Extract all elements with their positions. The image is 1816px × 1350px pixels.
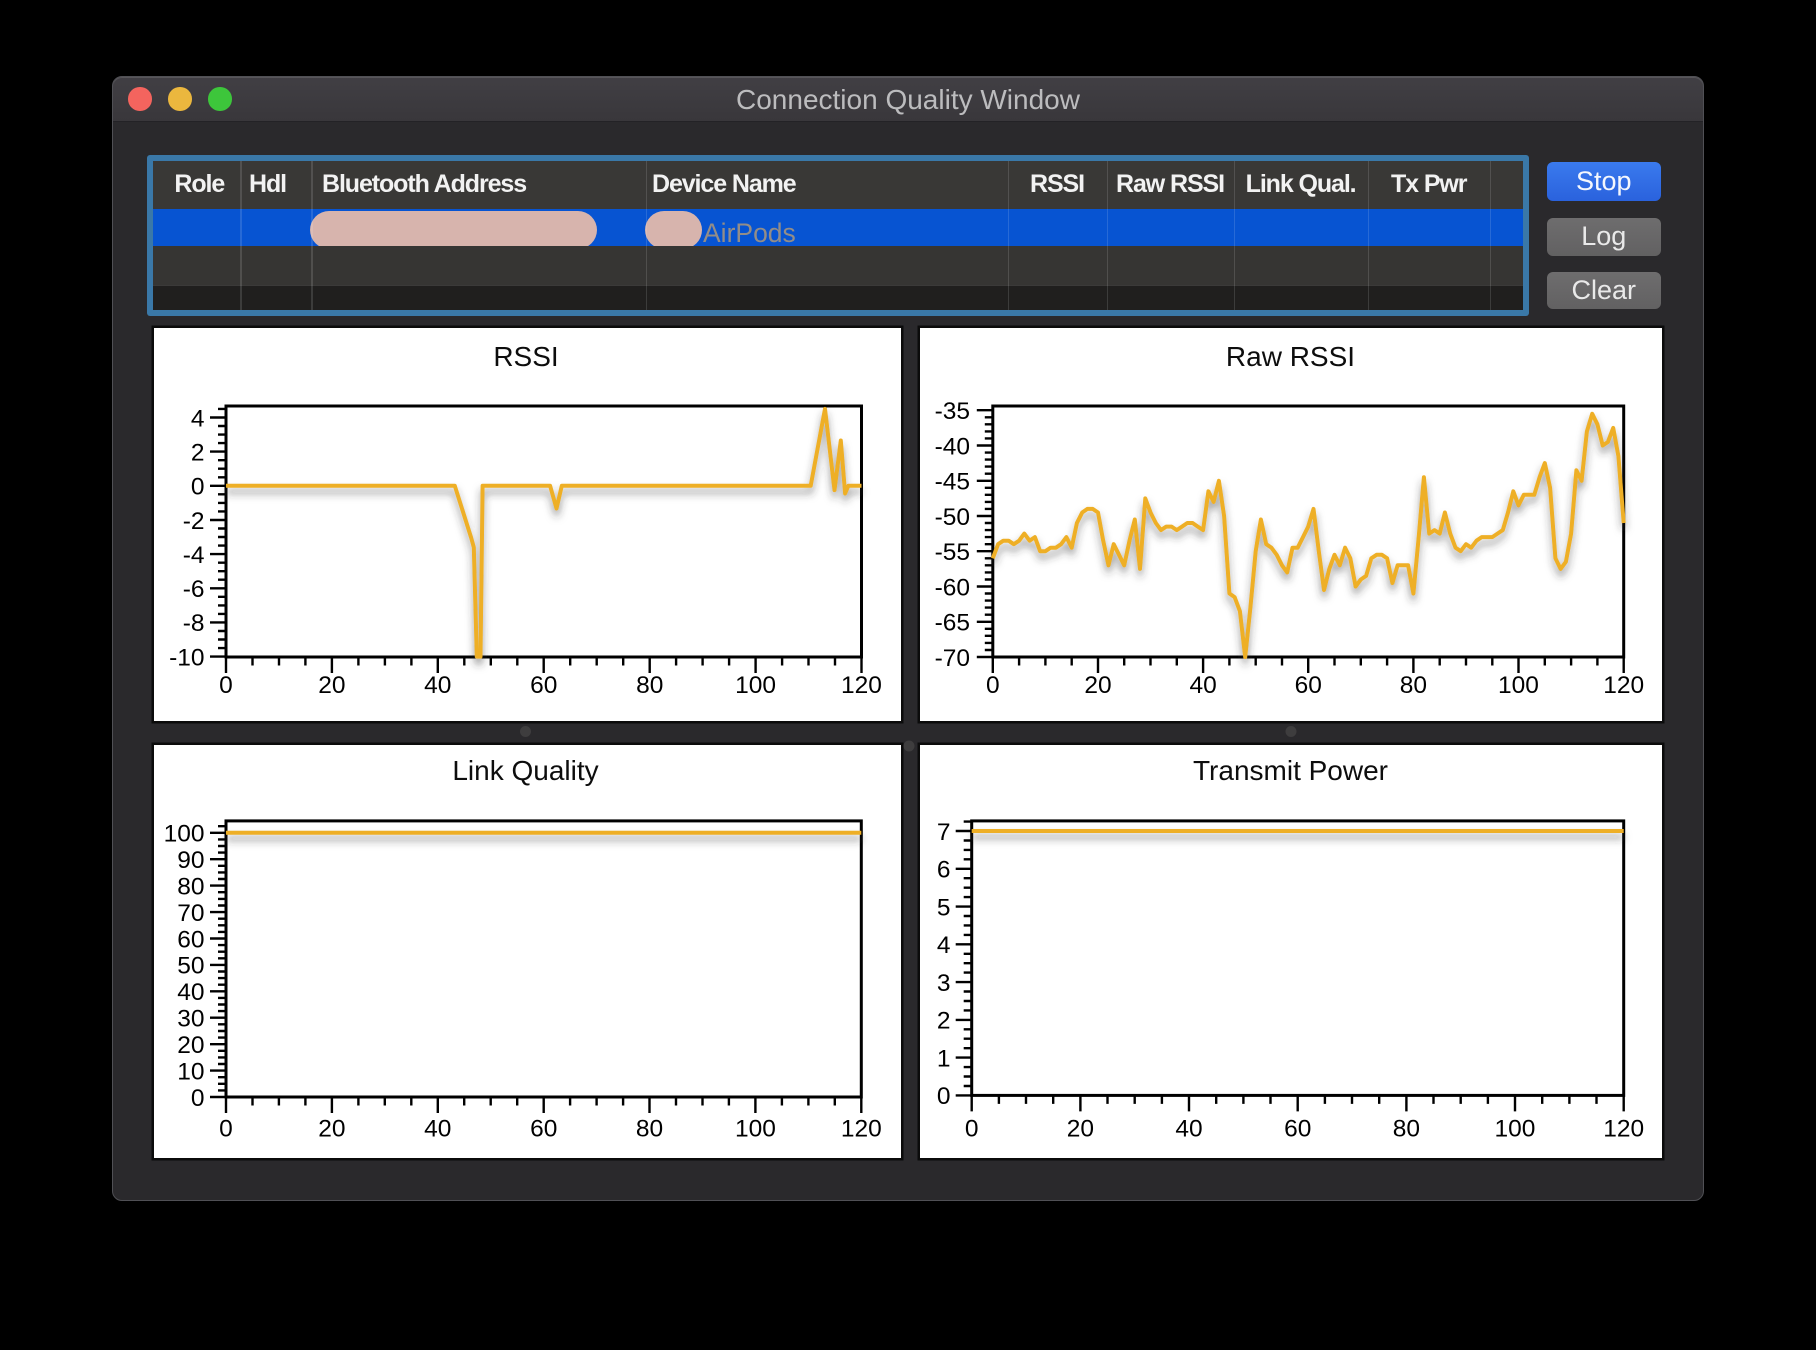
svg-text:60: 60 <box>177 926 204 953</box>
svg-text:80: 80 <box>636 1116 663 1143</box>
svg-text:40: 40 <box>1175 1116 1202 1143</box>
svg-text:1: 1 <box>937 1045 951 1072</box>
svg-text:100: 100 <box>735 672 776 699</box>
svg-text:30: 30 <box>177 1006 204 1033</box>
svg-text:-6: -6 <box>183 576 205 603</box>
svg-text:4: 4 <box>191 405 205 432</box>
svg-text:2: 2 <box>191 439 205 466</box>
svg-text:RSSI: RSSI <box>493 341 558 372</box>
svg-text:-8: -8 <box>183 610 205 637</box>
svg-text:-55: -55 <box>935 539 970 566</box>
svg-text:-45: -45 <box>935 469 970 496</box>
svg-text:-4: -4 <box>183 542 205 569</box>
svg-text:Link Quality: Link Quality <box>452 755 598 786</box>
svg-text:Raw RSSI: Raw RSSI <box>1226 341 1355 372</box>
svg-text:-60: -60 <box>935 574 970 601</box>
svg-text:20: 20 <box>318 672 345 699</box>
svg-text:0: 0 <box>191 474 205 501</box>
svg-text:40: 40 <box>177 979 204 1006</box>
svg-text:60: 60 <box>530 672 557 699</box>
svg-text:100: 100 <box>735 1116 776 1143</box>
svg-text:5: 5 <box>937 894 951 921</box>
svg-text:70: 70 <box>177 900 204 927</box>
svg-text:90: 90 <box>177 847 204 874</box>
svg-text:40: 40 <box>424 672 451 699</box>
svg-text:100: 100 <box>1495 1116 1536 1143</box>
svg-text:10: 10 <box>177 1058 204 1085</box>
svg-text:120: 120 <box>1603 1116 1644 1143</box>
svg-text:20: 20 <box>177 1032 204 1059</box>
svg-text:120: 120 <box>841 1116 882 1143</box>
svg-text:60: 60 <box>1295 672 1322 699</box>
svg-text:Transmit Power: Transmit Power <box>1193 755 1388 786</box>
svg-text:20: 20 <box>1084 672 1111 699</box>
svg-text:0: 0 <box>986 672 1000 699</box>
svg-text:50: 50 <box>177 953 204 980</box>
svg-text:0: 0 <box>219 1116 233 1143</box>
svg-text:-2: -2 <box>183 508 205 535</box>
svg-text:40: 40 <box>1189 672 1216 699</box>
svg-text:80: 80 <box>636 672 663 699</box>
svg-text:20: 20 <box>318 1116 345 1143</box>
svg-text:20: 20 <box>1067 1116 1094 1143</box>
svg-text:-65: -65 <box>935 610 970 637</box>
svg-text:60: 60 <box>530 1116 557 1143</box>
svg-text:-40: -40 <box>935 433 970 460</box>
svg-text:40: 40 <box>424 1116 451 1143</box>
svg-text:80: 80 <box>177 873 204 900</box>
svg-text:-50: -50 <box>935 504 970 531</box>
svg-text:100: 100 <box>164 821 205 848</box>
svg-text:7: 7 <box>937 819 951 846</box>
svg-text:80: 80 <box>1393 1116 1420 1143</box>
svg-text:80: 80 <box>1400 672 1427 699</box>
svg-text:-35: -35 <box>935 398 970 425</box>
svg-text:2: 2 <box>937 1008 951 1035</box>
svg-text:-70: -70 <box>935 645 970 672</box>
svg-text:120: 120 <box>841 672 882 699</box>
svg-text:-10: -10 <box>169 644 204 671</box>
svg-text:100: 100 <box>1498 672 1539 699</box>
svg-text:120: 120 <box>1603 672 1644 699</box>
svg-text:6: 6 <box>937 857 951 884</box>
svg-text:3: 3 <box>937 970 951 997</box>
svg-text:4: 4 <box>937 932 951 959</box>
svg-text:0: 0 <box>219 672 233 699</box>
svg-text:0: 0 <box>937 1083 951 1110</box>
svg-text:60: 60 <box>1284 1116 1311 1143</box>
svg-text:0: 0 <box>191 1085 205 1112</box>
svg-text:0: 0 <box>965 1116 979 1143</box>
